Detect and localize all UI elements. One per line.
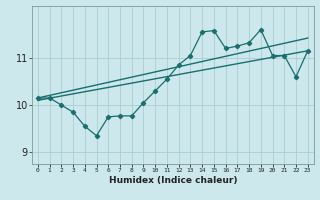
X-axis label: Humidex (Indice chaleur): Humidex (Indice chaleur) [108, 176, 237, 185]
